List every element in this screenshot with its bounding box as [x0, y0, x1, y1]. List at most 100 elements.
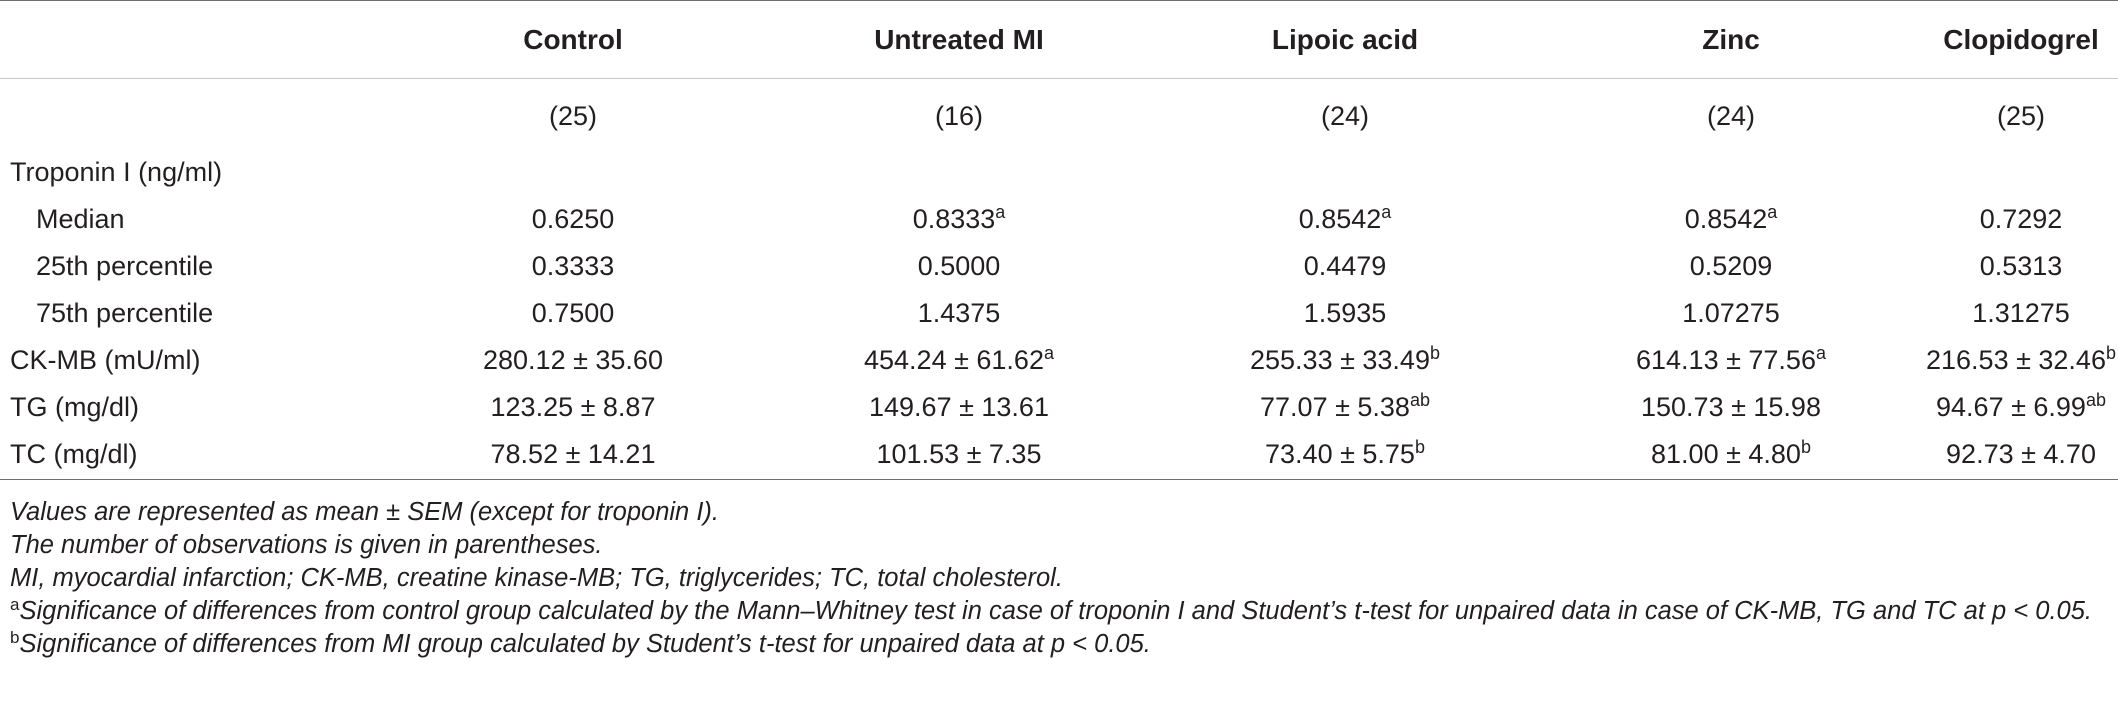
table-cell: 101.53 ± 7.35: [766, 430, 1152, 480]
sample-size: (25): [548, 101, 597, 132]
cell-value: 101.53 ± 7.35: [876, 439, 1042, 469]
row-label: [0, 79, 380, 149]
table-cell: 280.12 ± 35.60: [380, 337, 766, 384]
table-cell: 0.8542a: [1538, 196, 1924, 243]
footnote-text: MI, myocardial infarction; CK-MB, creati…: [10, 564, 1063, 592]
cell-value: 0.8542: [1298, 203, 1382, 234]
significance-marker: a: [995, 201, 1006, 222]
row-label: TG (mg/dl): [10, 391, 140, 422]
cell-value: 94.67 ± 6.99: [1936, 391, 2086, 422]
footnote: bSignificance of differences from MI gro…: [10, 628, 2100, 661]
footnote-text: Significance of differences from MI grou…: [19, 630, 1151, 658]
table-cell: 614.13 ± 77.56a: [1538, 337, 1924, 384]
table-cell: 0.4479: [1152, 243, 1538, 290]
table-cell: [1538, 149, 1924, 196]
table-row: TC (mg/dl) 78.52 ± 14.21 101.53 ± 7.35 73.4…: [0, 430, 2118, 480]
significance-marker: b: [1414, 437, 1425, 457]
cell-value: 280.12 ± 35.60: [483, 344, 663, 375]
table-row: 75th percentile 0.7500 1.4375 1.5935 1.07275…: [0, 290, 2118, 337]
cell-value: 454.24 ± 61.62: [864, 344, 1044, 375]
row-label: Median: [36, 203, 125, 234]
cell-value: 614.13 ± 77.56: [1636, 344, 1816, 375]
table-row: TG (mg/dl) 123.25 ± 8.87 149.67 ± 13.61 77.…: [0, 384, 2118, 431]
table-cell: 1.5935: [1152, 290, 1538, 337]
table-cell: 1.4375: [766, 290, 1152, 337]
cell-value: 1.07275: [1682, 297, 1780, 328]
cell-value: 73.40 ± 5.75: [1265, 439, 1415, 469]
table-cell: 1.07275: [1538, 290, 1924, 337]
cell-value: 0.3333: [531, 250, 615, 281]
significance-marker: a: [1767, 201, 1778, 222]
cell-value: 123.25 ± 8.87: [490, 391, 656, 422]
table-row: Median 0.6250 0.8333a 0.8542a 0.8542a 0.7292: [0, 196, 2118, 243]
table-cell: 77.07 ± 5.38ab: [1152, 384, 1538, 431]
cell-value: 92.73 ± 4.70: [1946, 439, 2096, 469]
table-cell: 1.31275: [1924, 290, 2118, 337]
table-row: 25th percentile 0.3333 0.5000 0.4479 0.5209 0…: [0, 243, 2118, 290]
cell-value: 0.7500: [531, 297, 615, 328]
footnote-text: Values are represented as mean ± SEM (ex…: [10, 498, 719, 526]
footnote: aSignificance of differences from contro…: [10, 595, 2100, 628]
table-cell: 216.53 ± 32.46b: [1924, 337, 2118, 384]
significance-marker: a: [1043, 342, 1054, 363]
table-cell: [1152, 149, 1538, 196]
footnote: MI, myocardial infarction; CK-MB, creati…: [10, 562, 2100, 595]
table-row: CK-MB (mU/ml) 280.12 ± 35.60 454.24 ± 61.6…: [0, 337, 2118, 384]
row-label: 75th percentile: [36, 297, 214, 328]
cell-value: 149.67 ± 13.61: [869, 391, 1049, 422]
header-stub: [0, 0, 380, 79]
cell-value: 1.4375: [917, 297, 1001, 328]
table-cell: 0.5313: [1924, 243, 2118, 290]
sample-size-row: (25) (16) (24) (24) (25): [0, 79, 2118, 149]
table-cell: 0.7500: [380, 290, 766, 337]
results-table: Control Untreated MI Lipoic acid Zinc Cl…: [0, 0, 2118, 480]
table-cell: 0.3333: [380, 243, 766, 290]
table-cell: 150.73 ± 15.98: [1538, 384, 1924, 431]
table-row: Troponin I (ng/ml): [0, 149, 2118, 196]
cell-value: 0.8333: [912, 203, 996, 234]
footnote-text: The number of observations is given in p…: [10, 531, 603, 559]
cell-value: 0.5000: [917, 250, 1001, 281]
significance-marker: a: [1381, 201, 1392, 222]
sample-size: (25): [1996, 101, 2045, 132]
sample-size: (24): [1706, 101, 1755, 132]
table-cell: [1924, 149, 2118, 196]
table-cell: 94.67 ± 6.99ab: [1924, 384, 2118, 431]
table-cell: [380, 149, 766, 196]
sample-size: (16): [934, 101, 983, 132]
significance-marker: a: [1815, 342, 1826, 363]
cell-value: 77.07 ± 5.38: [1260, 391, 1410, 422]
row-label: 25th percentile: [36, 250, 214, 281]
header-row: Control Untreated MI Lipoic acid Zinc Cl…: [0, 0, 2118, 79]
table-cell: 123.25 ± 8.87: [380, 384, 766, 431]
cell-value: 0.7292: [1979, 203, 2063, 234]
sample-size: (24): [1320, 101, 1369, 132]
column-header: Control: [380, 0, 766, 79]
column-header: Untreated MI: [766, 0, 1152, 79]
table-cell: 92.73 ± 4.70: [1924, 430, 2118, 480]
row-label: CK-MB (mU/ml): [10, 344, 201, 375]
table-cell: 0.8542a: [1152, 196, 1538, 243]
significance-marker: b: [2105, 342, 2116, 363]
table-cell: 0.8333a: [766, 196, 1152, 243]
cell-value: 150.73 ± 15.98: [1641, 391, 1821, 422]
cell-value: 1.31275: [1972, 297, 2070, 328]
footnote-marker: b: [10, 628, 20, 647]
table-cell: 81.00 ± 4.80b: [1538, 430, 1924, 480]
significance-marker: ab: [1409, 389, 1430, 410]
table-cell: 0.5000: [766, 243, 1152, 290]
significance-marker: b: [1429, 342, 1440, 363]
cell-value: 216.53 ± 32.46: [1926, 344, 2106, 375]
table-cell: 454.24 ± 61.62a: [766, 337, 1152, 384]
table-footnotes: Values are represented as mean ± SEM (ex…: [10, 496, 2100, 661]
row-label: TC (mg/dl): [0, 430, 380, 480]
cell-value: 0.5313: [1979, 250, 2063, 281]
row-label: Troponin I (ng/ml): [10, 156, 223, 187]
table-cell: 78.52 ± 14.21: [380, 430, 766, 480]
cell-value: 78.52 ± 14.21: [490, 439, 656, 469]
cell-value: 0.4479: [1303, 250, 1387, 281]
table-cell: 149.67 ± 13.61: [766, 384, 1152, 431]
cell-value: 81.00 ± 4.80: [1651, 439, 1801, 469]
footnote-marker: a: [10, 595, 20, 614]
